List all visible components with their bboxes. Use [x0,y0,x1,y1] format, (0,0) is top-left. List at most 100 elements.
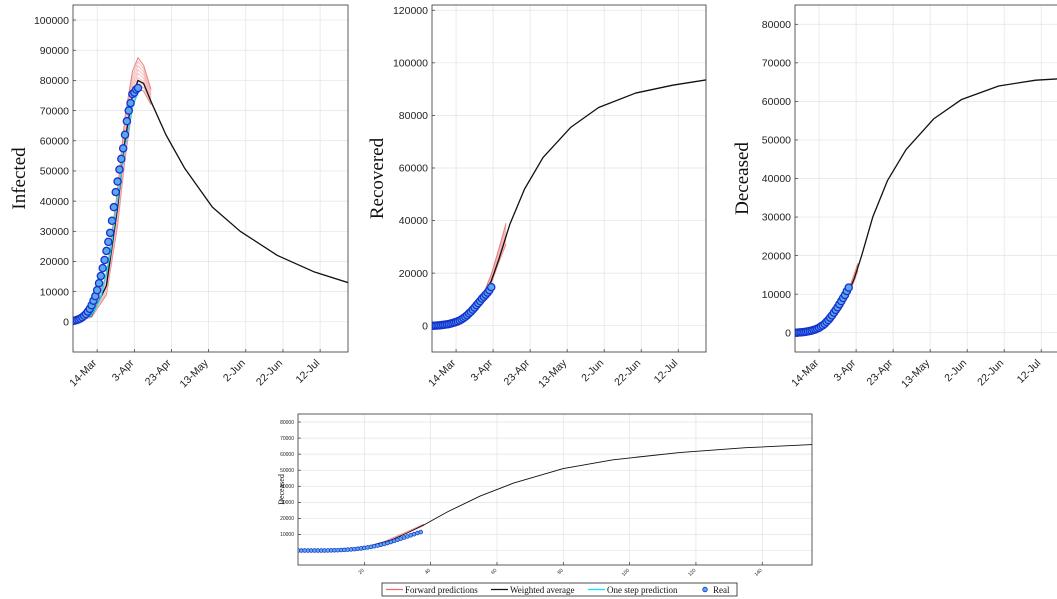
real-data-point [844,283,853,292]
y-tick-label: 60000 [280,452,294,458]
y-tick-label: 40000 [40,196,69,208]
y-tick-label: 100000 [393,58,428,70]
y-tick-label: 0 [785,327,791,339]
real-data-point [126,98,135,108]
x-tick-label: 22-Jun [612,357,643,388]
y-tick-label: 50000 [280,468,294,474]
y-tick-label: 20000 [399,268,428,280]
real-data-point [418,529,423,535]
y-tick-label: 100000 [34,15,69,27]
real-data-point [115,165,124,174]
real-data-point [107,216,117,225]
legend: Forward predictions Weighted average One… [381,582,738,597]
legend-real-label: Real [713,585,730,595]
y-tick-label: 30000 [40,226,69,238]
x-tick-label: 2-Jun [942,357,969,384]
x-tick-label: 20 [358,568,366,576]
y-tick-label: 70000 [40,105,69,117]
real-data-point [124,106,133,115]
x-tick-label: 23-Apr [143,357,174,388]
legend-onestep-label: One step prediction [607,585,678,595]
real-data-point [133,83,143,93]
real-data-point [120,130,130,139]
y-tick-label: 50000 [762,135,791,147]
real-data-point [102,246,111,256]
x-tick-label: 23-Apr [501,357,532,388]
y-axis-title: Deceased [732,142,753,215]
deceased-chart: 0 10000 20000 30000 40000 50000 60000 70000 8000… [732,4,1057,391]
real-data-point [486,282,496,292]
real-data-point [104,237,113,247]
x-tick-label: 140 [754,568,764,578]
series-group [73,56,348,326]
real-data-point [105,228,115,238]
y-tick-label: 20000 [280,516,294,522]
y-tick-label: 40000 [399,215,428,227]
legend-box [381,582,738,597]
y-tick-label: 60000 [762,96,791,108]
axes-frame [431,4,707,353]
real-data-point [113,177,122,186]
series-group [432,79,706,330]
y-axis-title: Infected [9,147,30,210]
y-tick-label: 30000 [280,500,294,506]
x-tick-label: 60 [490,568,498,576]
y-tick-label: 90000 [40,45,69,57]
real-data-point [92,285,102,295]
x-tick-label: 13-May [899,357,933,391]
x-tick-label: 14-Mar [67,357,99,389]
y-tick-label: 80000 [280,420,294,426]
weighted-average-line [73,79,348,323]
x-tick-label: 120 [687,568,697,578]
x-tick-label: 3-Apr [110,357,137,384]
real-data-point [117,154,126,164]
real-data-point [109,202,119,212]
y-tick-label: 40000 [762,173,791,185]
x-tick-label: 40 [424,568,432,576]
x-tick-label: 12-Jul [294,357,323,386]
x-tick-label: 3-Apr [469,357,496,384]
legend-real-marker [702,586,708,593]
y-tick-label: 30000 [762,212,791,224]
y-axis-title: Deceased [277,474,286,505]
x-tick-label: 3-Apr [832,357,859,384]
y-tick-label: 20000 [762,250,791,262]
axes-frame [297,413,813,566]
x-tick-label: 14-Mar [789,357,821,389]
y-tick-label: 120000 [393,5,428,17]
x-tick-label: 23-Apr [864,357,895,388]
plot-area [73,5,348,352]
y-tick-label: 50000 [40,166,69,178]
plot-area [298,414,812,565]
y-tick-label: 70000 [762,58,791,70]
real-data-point [100,255,109,265]
recovered-chart: 0 20000 40000 60000 80000 100000 120000 14-Mar 3… [367,4,707,390]
x-tick-label: 13-May [178,357,212,391]
y-tick-label: 80000 [399,110,428,122]
y-tick-label: 10000 [280,532,294,538]
x-tick-label: 22-Jun [254,357,285,388]
x-tick-label: 22-Jun [975,357,1006,388]
y-tick-label: 0 [422,320,428,332]
y-tick-label: 10000 [762,289,791,301]
y-tick-label: 40000 [280,484,294,490]
real-data-point [118,144,128,153]
y-tick-label: 10000 [40,286,69,298]
series-group [795,78,1057,337]
x-tick-label: 2-Jun [221,357,248,384]
real-data-point [122,116,132,126]
y-tick-label: 80000 [40,75,69,87]
y-tick-label: 60000 [399,163,428,175]
real-data-point [98,263,107,273]
y-tick-label: 60000 [40,135,69,147]
x-tick-label: 14-Mar [426,357,458,389]
real-data-point [96,271,106,281]
legend-weighted-label: Weighted average [510,585,575,595]
deceased-index-chart: 10000 20000 30000 40000 50000 60000 70000 80000… [277,413,813,578]
x-tick-label: 12-Jul [1015,357,1044,386]
infected-chart: 0 10000 20000 30000 40000 50000 60000 70000 8000… [9,4,349,391]
real-data-point [94,278,104,288]
y-tick-label: 70000 [280,436,294,442]
x-tick-label: 12-Jul [652,357,681,386]
